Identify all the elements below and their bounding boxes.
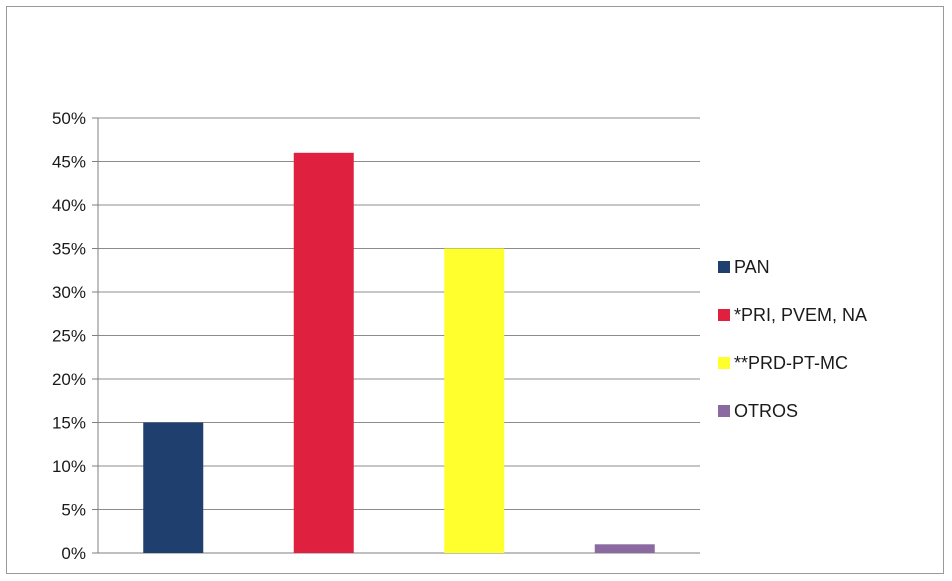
y-axis: 0% 5% 10% 15% 20% 25% 30% 35% 40% 45% 50% [52,109,99,563]
legend: PAN *PRI, PVEM, NA **PRD-PT-MC OTROS [718,257,867,421]
y-tick-label: 0% [61,544,86,563]
legend-swatch [718,357,730,369]
y-tick-label: 35% [52,240,86,259]
legend-label: **PRD-PT-MC [734,353,848,373]
y-tick-label: 25% [52,327,86,346]
legend-label: PAN [734,257,770,277]
legend-swatch [718,405,730,417]
y-tick-label: 30% [52,283,86,302]
bar-otros [594,544,655,553]
y-tick-label: 10% [52,457,86,476]
y-tick-label: 40% [52,196,86,215]
bar-prd-pt-mc [444,248,505,553]
bar-pri-pvem-na [293,152,354,554]
y-tick-label: 50% [52,109,86,128]
y-tick-label: 5% [61,501,86,520]
bar-pan [143,422,204,553]
y-tick-label: 15% [52,414,86,433]
bars [143,152,655,554]
y-tick-label: 45% [52,153,86,172]
legend-swatch [718,309,730,321]
legend-label: *PRI, PVEM, NA [734,305,867,325]
legend-swatch [718,261,730,273]
legend-label: OTROS [734,401,798,421]
y-tick-label: 20% [52,370,86,389]
